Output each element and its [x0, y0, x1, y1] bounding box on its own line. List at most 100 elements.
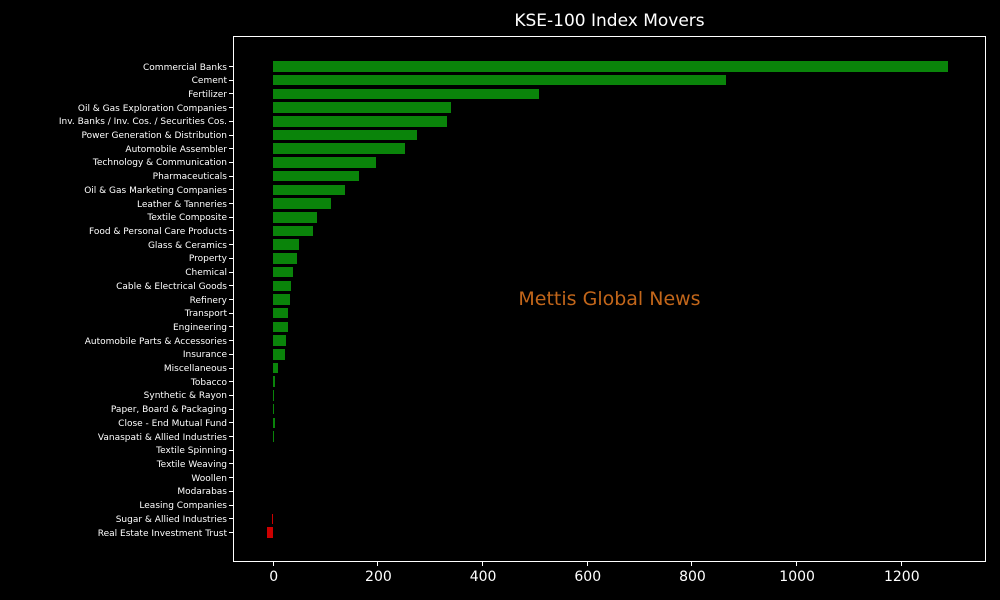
y-axis-tick [228, 175, 233, 177]
bar-inv-banks-inv-cos-securities-cos [273, 116, 447, 127]
bar-oil-gas-exploration-companies [273, 102, 452, 113]
bar-synthetic-rayon [273, 390, 275, 401]
bar-pharmaceuticals [273, 170, 359, 182]
y-axis-tick [228, 161, 233, 163]
bar-technology-communication [273, 157, 377, 168]
y-axis-label: Chemical [185, 268, 227, 279]
y-axis-tick [228, 422, 233, 424]
x-axis-tick [900, 561, 902, 566]
chart-title: KSE-100 Index Movers [514, 11, 705, 31]
y-axis-tick [228, 271, 233, 273]
y-axis-tick [228, 532, 233, 533]
y-axis-label: Leasing Companies [139, 501, 227, 512]
y-axis-label: Sugar & Allied Industries [115, 514, 227, 525]
y-axis-label: Textile Spinning [156, 446, 227, 457]
y-axis-label: Pharmaceuticals [152, 172, 227, 183]
y-axis-label: Cement [191, 76, 227, 87]
y-axis-label: Automobile Assembler [125, 144, 227, 155]
y-axis-label: Power Generation & Distribution [81, 131, 227, 142]
y-axis-tick [228, 449, 233, 451]
y-axis-label: Fertilizer [188, 89, 227, 100]
y-axis-tick [228, 216, 233, 218]
y-axis-tick [228, 203, 233, 205]
y-axis-tick [228, 408, 233, 410]
x-axis-label: 600 [574, 569, 602, 585]
y-axis-tick [228, 257, 233, 259]
bar-real-estate-investment-trust [267, 527, 274, 538]
bar-food-personal-care-products [273, 225, 314, 237]
x-axis-labels: 0 200 400 600 800 1000 1200 [233, 567, 986, 587]
bar-textile-composite [273, 212, 318, 223]
y-axis-labels: Commercial Banks Cement Fertilizer Oil & Ga… [0, 36, 227, 562]
y-axis-label: Property [188, 254, 227, 265]
bar-fertilizer [273, 88, 539, 100]
y-axis-tick [228, 299, 233, 300]
bar-close-end-mutual-fund [273, 417, 275, 429]
bar-automobile-assembler [273, 143, 406, 154]
x-axis-tick [482, 561, 484, 566]
x-axis-label: 800 [679, 569, 706, 585]
y-axis-tick [228, 134, 233, 136]
y-axis-tick [228, 326, 233, 328]
bar-vanaspati-allied-industries [273, 431, 275, 442]
y-axis-tick [228, 381, 233, 383]
y-axis-tick [228, 477, 233, 479]
y-axis-tick [228, 107, 233, 109]
bar-insurance [273, 349, 285, 360]
y-axis-tick [228, 394, 233, 396]
y-axis-label: Miscellaneous [163, 364, 227, 375]
bar-oil-gas-marketing-companies [273, 184, 346, 196]
y-axis-label: Commercial Banks [143, 62, 227, 73]
y-axis-tick [228, 120, 233, 122]
y-axis-label: Refinery [189, 295, 227, 306]
y-axis-label: Inv. Banks / Inv. Cos. / Securities Cos. [58, 117, 227, 128]
bar-miscellaneous [273, 362, 278, 374]
x-axis-label: 1000 [779, 569, 815, 585]
x-axis-label: 200 [365, 569, 392, 585]
y-axis-tick [228, 353, 233, 355]
y-axis-label: Oil & Gas Marketing Companies [84, 185, 227, 196]
y-axis-label: Cable & Electrical Goods [116, 281, 227, 292]
y-axis-label: Textile Weaving [156, 459, 227, 470]
y-axis-label: Glass & Ceramics [147, 240, 227, 251]
bar-glass-ceramics [273, 239, 299, 250]
y-axis-label: Technology & Communication [92, 158, 227, 169]
y-axis-label: Automobile Parts & Accessories [84, 336, 227, 347]
bar-engineering [273, 321, 288, 333]
y-axis-tick [228, 463, 233, 465]
bar-tobacco [273, 376, 276, 387]
y-axis-label: Oil & Gas Exploration Companies [77, 103, 227, 114]
bar-automobile-parts-accessories [273, 335, 287, 346]
y-axis-tick [228, 490, 233, 492]
y-axis-tick [228, 79, 233, 81]
y-axis-tick [228, 367, 233, 369]
y-axis-tick [228, 312, 233, 314]
y-axis-label: Textile Composite [147, 213, 227, 224]
bar-property [273, 253, 298, 264]
x-axis-tick [377, 561, 379, 566]
y-axis-label: Real Estate Investment Trust [97, 528, 227, 539]
bar-paper-board-packaging [273, 403, 275, 415]
x-axis-tick [272, 561, 274, 566]
y-axis-label: Food & Personal Care Products [88, 226, 227, 237]
y-axis-tick [228, 340, 233, 342]
bar-leather-tanneries [273, 198, 332, 209]
y-axis-tick [228, 148, 233, 150]
y-axis-label: Transport [184, 309, 227, 320]
bar-commercial-banks [273, 61, 949, 72]
bar-chemical [273, 266, 293, 278]
x-axis-label: 1200 [883, 569, 920, 585]
y-axis-label: Close - End Mutual Fund [118, 418, 227, 429]
bar-transport [273, 307, 288, 319]
bar-cement [273, 74, 726, 86]
y-axis-tick [228, 189, 233, 191]
y-axis-label: Tobacco [190, 377, 227, 388]
y-axis-tick [228, 436, 233, 438]
y-axis-label: Insurance [182, 350, 227, 361]
y-axis-tick [228, 66, 233, 67]
y-axis-tick [228, 230, 233, 232]
x-axis-tick [796, 561, 798, 566]
y-axis-tick [228, 285, 233, 287]
y-axis-label: Woollen [191, 473, 227, 484]
